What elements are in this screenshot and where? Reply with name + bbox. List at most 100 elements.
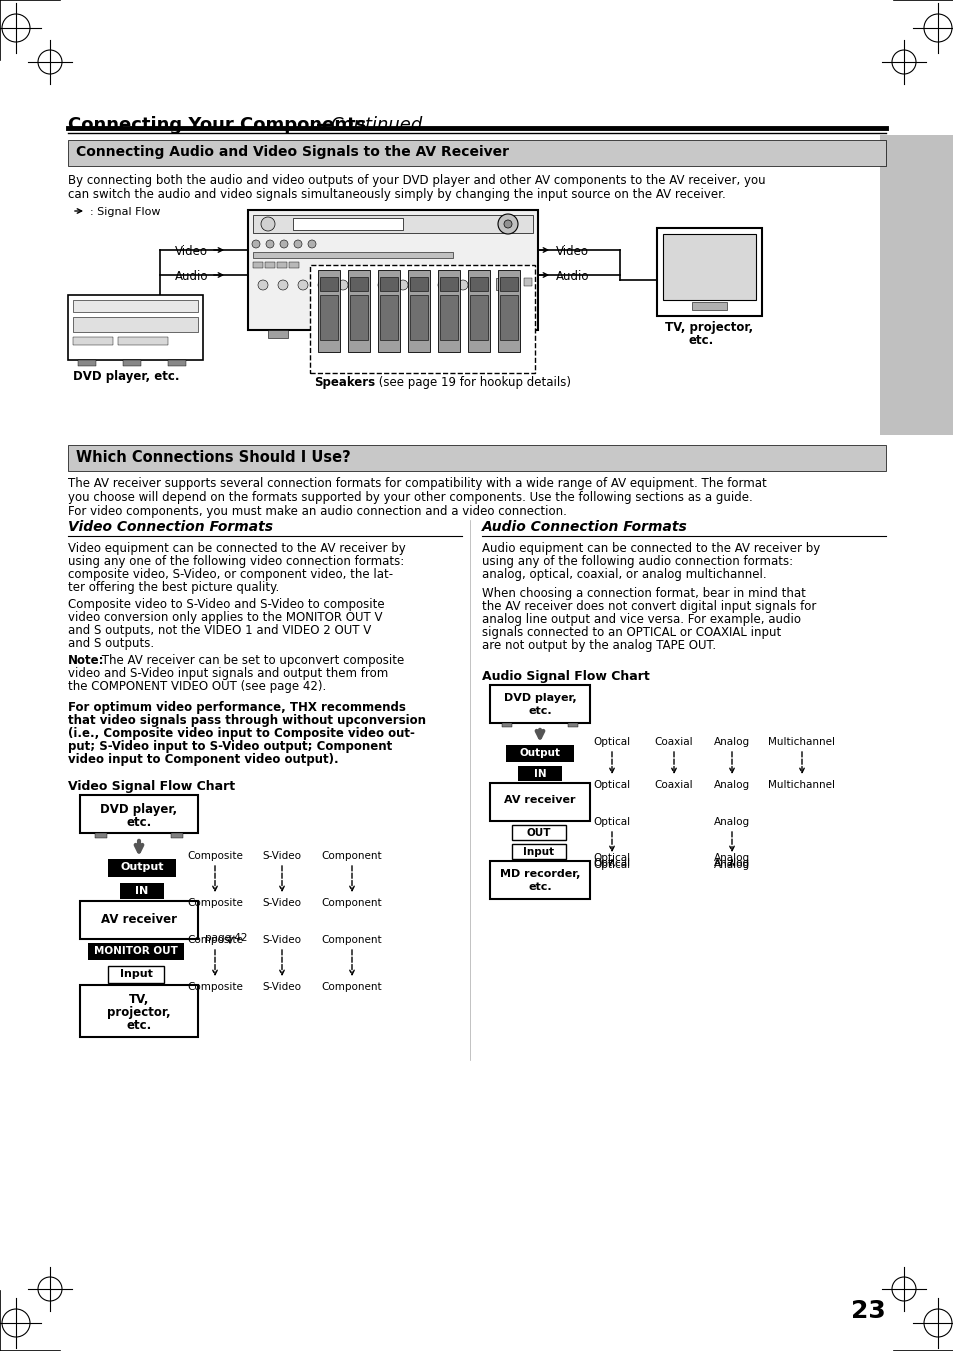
Bar	[567, 723, 578, 727]
Circle shape	[108, 859, 126, 877]
Circle shape	[308, 240, 315, 249]
Text: Which Connections Should I Use?: Which Connections Should I Use?	[76, 450, 351, 465]
Circle shape	[257, 280, 268, 290]
Text: Optical: Optical	[593, 738, 630, 747]
Bar	[268, 330, 288, 338]
Circle shape	[377, 280, 388, 290]
Circle shape	[505, 744, 521, 761]
Text: using any one of the following video connection formats:: using any one of the following video con…	[68, 555, 404, 567]
Circle shape	[477, 280, 488, 290]
Text: DVD player,: DVD player,	[100, 802, 177, 816]
Bar	[350, 295, 368, 340]
Bar	[439, 295, 457, 340]
Circle shape	[497, 213, 517, 234]
Circle shape	[261, 218, 274, 231]
Bar	[496, 278, 507, 290]
Bar	[108, 859, 175, 877]
Text: Analog: Analog	[713, 861, 749, 870]
Text: that video signals pass through without upconversion: that video signals pass through without …	[68, 713, 426, 727]
Circle shape	[252, 240, 260, 249]
Text: For video components, you must make an audio connection and a video connection.: For video components, you must make an a…	[68, 505, 566, 517]
Text: Optical: Optical	[593, 858, 630, 867]
Bar	[657, 228, 761, 316]
Bar	[337, 330, 357, 338]
Text: Analog: Analog	[713, 817, 749, 827]
Circle shape	[280, 240, 288, 249]
Bar	[379, 277, 397, 290]
Text: video input to Component video output).: video input to Component video output).	[68, 753, 338, 766]
Text: analog, optical, coaxial, or analog multichannel.: analog, optical, coaxial, or analog mult…	[481, 567, 766, 581]
Text: TV, projector,: TV, projector,	[664, 322, 752, 334]
Text: Analog: Analog	[713, 780, 749, 790]
Text: can switch the audio and video signals simultaneously simply by changing the inp: can switch the audio and video signals s…	[68, 188, 725, 201]
Text: the AV receiver does not convert digital input signals for: the AV receiver does not convert digital…	[481, 600, 816, 613]
Text: etc.: etc.	[126, 1019, 152, 1032]
Circle shape	[417, 280, 428, 290]
Text: video and S-Video input signals and output them from: video and S-Video input signals and outp…	[68, 667, 388, 680]
Text: TV,: TV,	[129, 993, 149, 1006]
Circle shape	[277, 280, 288, 290]
Text: Multichannel: Multichannel	[768, 738, 835, 747]
Bar	[523, 278, 532, 286]
Bar	[88, 943, 184, 961]
Bar	[319, 295, 337, 340]
Bar	[293, 218, 402, 230]
Bar	[120, 884, 164, 898]
Bar	[490, 784, 589, 821]
Circle shape	[437, 280, 448, 290]
Bar	[499, 295, 517, 340]
Bar	[512, 278, 519, 286]
Text: The AV receiver supports several connection formats for compatibility with a wid: The AV receiver supports several connect…	[68, 477, 766, 490]
Text: Optical: Optical	[593, 780, 630, 790]
Bar	[408, 330, 428, 338]
Text: the COMPONENT VIDEO OUT (see page 42).: the COMPONENT VIDEO OUT (see page 42).	[68, 680, 326, 693]
Bar	[410, 277, 428, 290]
Text: Optical: Optical	[593, 817, 630, 827]
Text: Output: Output	[120, 862, 164, 871]
Bar	[348, 270, 370, 353]
Text: Connecting Audio and Video Signals to the AV Receiver: Connecting Audio and Video Signals to th…	[76, 145, 509, 159]
Text: MD recorder,: MD recorder,	[499, 869, 579, 880]
Bar	[350, 277, 368, 290]
Circle shape	[397, 280, 408, 290]
Text: S-Video: S-Video	[262, 982, 301, 992]
Circle shape	[457, 280, 468, 290]
Bar	[310, 265, 535, 373]
Text: Video: Video	[174, 245, 208, 258]
Text: S-Video: S-Video	[262, 935, 301, 944]
Circle shape	[547, 766, 561, 780]
Bar	[80, 794, 198, 834]
Circle shape	[317, 280, 328, 290]
Text: AV receiver: AV receiver	[101, 913, 177, 925]
Text: Multichannel: Multichannel	[768, 780, 835, 790]
Text: : Signal Flow: : Signal Flow	[90, 207, 160, 218]
Bar	[265, 262, 274, 267]
Text: AV receiver: AV receiver	[504, 794, 576, 805]
Text: DVD player, etc.: DVD player, etc.	[73, 370, 179, 382]
Bar	[437, 270, 459, 353]
Text: Optical: Optical	[593, 852, 630, 863]
Text: Audio Connection Formats: Audio Connection Formats	[481, 520, 687, 534]
Text: Audio: Audio	[556, 270, 589, 282]
Text: Continued: Continued	[330, 116, 422, 134]
Circle shape	[168, 943, 184, 959]
Bar	[439, 277, 457, 290]
Text: Input: Input	[523, 847, 554, 857]
Text: Audio equipment can be connected to the AV receiver by: Audio equipment can be connected to the …	[481, 542, 820, 555]
Text: composite video, S-Video, or component video, the lat-: composite video, S-Video, or component v…	[68, 567, 393, 581]
Text: S-Video: S-Video	[262, 898, 301, 908]
Text: ter offering the best picture quality.: ter offering the best picture quality.	[68, 581, 279, 594]
Text: Audio: Audio	[174, 270, 209, 282]
Text: Analog: Analog	[713, 852, 749, 863]
Bar	[512, 844, 565, 859]
Bar	[512, 825, 565, 840]
Circle shape	[120, 884, 136, 898]
Text: etc.: etc.	[528, 882, 551, 892]
Circle shape	[503, 220, 512, 228]
Text: Component: Component	[321, 935, 382, 944]
Text: page 42: page 42	[205, 934, 247, 943]
Bar	[501, 723, 512, 727]
Text: When choosing a connection format, bear in mind that: When choosing a connection format, bear …	[481, 586, 805, 600]
Bar	[68, 295, 203, 359]
Text: Analog: Analog	[713, 858, 749, 867]
